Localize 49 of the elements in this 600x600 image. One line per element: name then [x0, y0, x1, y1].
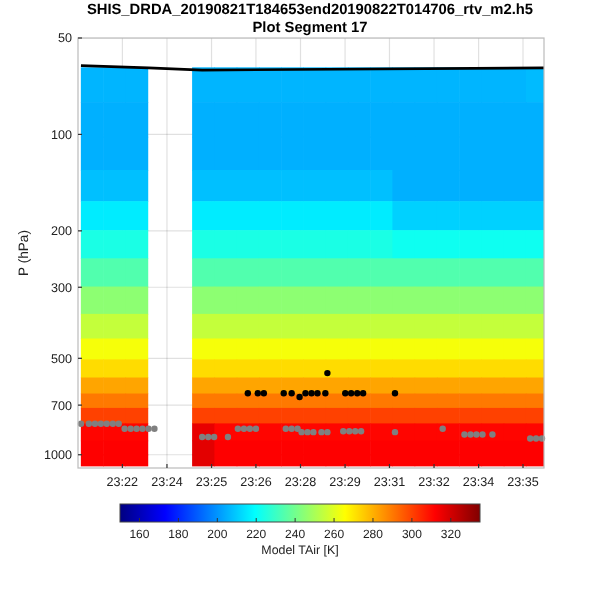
point — [340, 428, 347, 435]
point — [526, 435, 534, 442]
point — [304, 428, 311, 436]
point — [103, 420, 110, 427]
point — [439, 425, 446, 433]
point — [324, 428, 331, 436]
point — [352, 428, 359, 435]
point — [294, 425, 301, 433]
point — [532, 435, 540, 442]
point — [314, 390, 321, 397]
point — [473, 431, 480, 438]
point — [298, 428, 305, 436]
point — [346, 428, 353, 435]
point — [354, 390, 361, 397]
point — [359, 390, 367, 397]
point — [391, 390, 399, 397]
point — [461, 431, 468, 438]
point — [224, 433, 232, 441]
point — [252, 425, 260, 433]
point — [479, 431, 486, 438]
point — [121, 425, 128, 433]
point — [302, 390, 309, 397]
point — [296, 393, 303, 401]
point — [127, 425, 134, 433]
point — [282, 425, 289, 433]
point — [210, 433, 218, 441]
point — [391, 428, 399, 436]
point — [318, 428, 325, 436]
point — [288, 390, 295, 397]
point — [145, 425, 152, 433]
point — [234, 425, 242, 433]
point — [151, 425, 158, 433]
point — [91, 420, 99, 427]
point — [260, 390, 268, 397]
point — [97, 420, 105, 427]
point — [280, 390, 287, 397]
point — [115, 420, 122, 427]
point — [254, 390, 261, 397]
point — [139, 425, 146, 433]
point — [85, 420, 93, 427]
point — [244, 390, 252, 397]
point — [198, 433, 206, 441]
point — [342, 390, 349, 397]
point — [109, 420, 117, 427]
point — [347, 390, 355, 397]
point — [322, 390, 329, 397]
point — [308, 390, 315, 397]
point — [324, 369, 331, 377]
point — [205, 433, 212, 441]
